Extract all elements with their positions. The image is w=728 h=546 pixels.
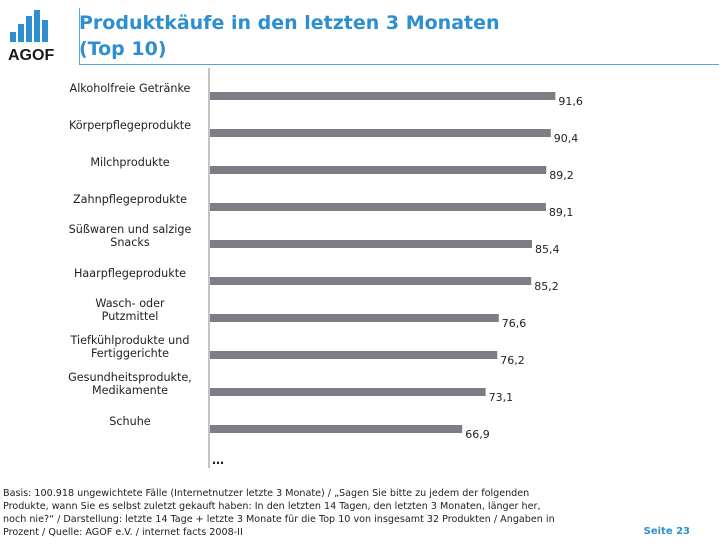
category-label: Wasch- oder: [95, 297, 165, 310]
title-line-2: (Top 10): [79, 38, 167, 60]
value-label: 89,1: [549, 206, 574, 219]
logo-bar: [42, 20, 48, 42]
continuation-label: …: [212, 453, 224, 467]
value-label: 76,6: [502, 317, 526, 330]
logo-bar: [10, 32, 16, 42]
value-label: 91,6: [558, 95, 583, 108]
bar: [210, 388, 486, 396]
category-label: Körperpflegeprodukte: [69, 119, 191, 132]
value-label: 66,9: [465, 428, 490, 441]
category-label: Zahnpflegeprodukte: [73, 193, 187, 206]
header-vertical-rule: [79, 8, 80, 65]
bar: [210, 92, 556, 100]
value-label: 76,2: [500, 354, 525, 367]
footer-line: Produkte, wann Sie es selbst zuletzt gek…: [3, 501, 541, 512]
footer-line: Basis: 100.918 ungewichtete Fälle (Inter…: [3, 488, 530, 499]
logo-bar: [34, 10, 40, 42]
category-label: Schuhe: [109, 415, 151, 428]
agof-logo: AGOF: [8, 10, 54, 64]
category-label: Süßwaren und salzige: [69, 223, 192, 236]
header-horizontal-rule: [79, 64, 719, 65]
value-label: 89,2: [549, 169, 574, 182]
value-label: 73,1: [489, 391, 514, 404]
footer-line: noch nie?“ / Darstellung: letzte 14 Tage…: [3, 514, 555, 525]
category-label: Alkoholfreie Getränke: [70, 82, 191, 95]
category-label: Medikamente: [92, 384, 168, 397]
footer-note: Basis: 100.918 ungewichtete Fälle (Inter…: [3, 487, 613, 539]
logo-bar: [26, 16, 32, 42]
bar: [210, 351, 498, 359]
bar: [210, 277, 532, 285]
bar-chart: 91,6 Alkoholfreie Getränke 90,4 Körperpfleg…: [68, 68, 583, 468]
logo-bar: [18, 24, 24, 42]
category-label: Fertiggerichte: [91, 347, 169, 360]
category-label: Gesundheitsprodukte,: [68, 371, 192, 384]
category-label: Snacks: [110, 236, 150, 249]
category-label: Tiefkühlprodukte und: [70, 334, 190, 347]
category-label: Putzmittel: [102, 310, 159, 323]
bar: [210, 240, 532, 248]
footer-line: Prozent / Quelle: AGOF e.V. / internet f…: [3, 527, 243, 538]
bar: [210, 129, 551, 137]
category-label: Milchprodukte: [90, 156, 169, 169]
value-label: 85,4: [535, 243, 560, 256]
title-line-1: Produktkäufe in den letzten 3 Monaten: [79, 12, 500, 34]
category-label: Haarpflegeprodukte: [74, 267, 186, 280]
bar: [210, 203, 546, 211]
bar: [210, 425, 463, 433]
page-number: Seite 23: [643, 526, 690, 537]
value-label: 90,4: [554, 132, 579, 145]
value-label: 85,2: [534, 280, 559, 293]
bar: [210, 314, 499, 322]
logo-text: AGOF: [8, 47, 54, 64]
page-title: Produktkäufe in den letzten 3 Monaten (T…: [79, 10, 679, 62]
bar: [210, 166, 547, 174]
